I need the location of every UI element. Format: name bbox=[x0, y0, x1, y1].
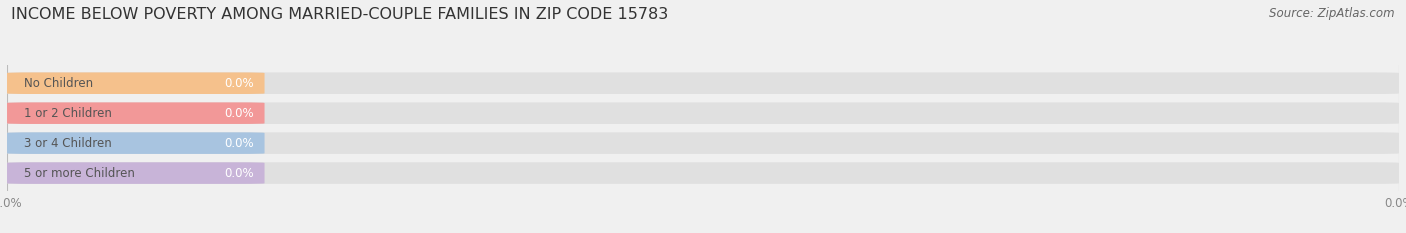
FancyBboxPatch shape bbox=[7, 162, 1399, 184]
Text: 0.0%: 0.0% bbox=[224, 167, 253, 180]
Text: 3 or 4 Children: 3 or 4 Children bbox=[24, 137, 111, 150]
Text: Source: ZipAtlas.com: Source: ZipAtlas.com bbox=[1270, 7, 1395, 20]
Text: INCOME BELOW POVERTY AMONG MARRIED-COUPLE FAMILIES IN ZIP CODE 15783: INCOME BELOW POVERTY AMONG MARRIED-COUPL… bbox=[11, 7, 668, 22]
FancyBboxPatch shape bbox=[7, 72, 264, 94]
Text: 0.0%: 0.0% bbox=[224, 77, 253, 90]
FancyBboxPatch shape bbox=[7, 102, 264, 124]
FancyBboxPatch shape bbox=[7, 132, 264, 154]
FancyBboxPatch shape bbox=[7, 102, 1399, 124]
FancyBboxPatch shape bbox=[7, 132, 1399, 154]
Text: No Children: No Children bbox=[24, 77, 93, 90]
Text: 5 or more Children: 5 or more Children bbox=[24, 167, 135, 180]
FancyBboxPatch shape bbox=[7, 72, 1399, 94]
Text: 1 or 2 Children: 1 or 2 Children bbox=[24, 107, 111, 120]
Text: 0.0%: 0.0% bbox=[224, 137, 253, 150]
Text: 0.0%: 0.0% bbox=[224, 107, 253, 120]
FancyBboxPatch shape bbox=[7, 162, 264, 184]
